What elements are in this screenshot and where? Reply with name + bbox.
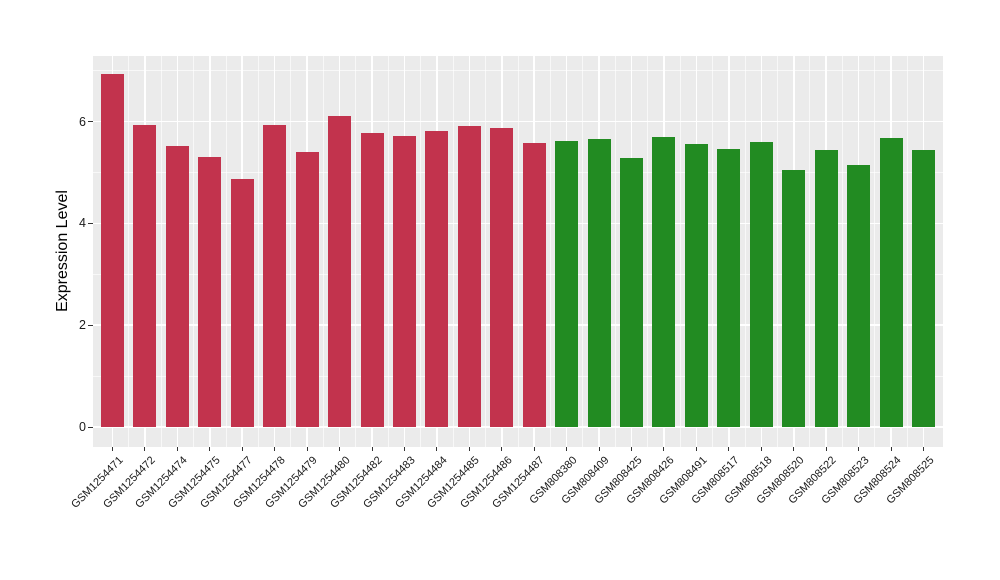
x-tick-mark — [241, 447, 243, 451]
y-tick-mark — [88, 426, 93, 428]
v-gridline-minor — [744, 56, 746, 447]
v-gridline-minor — [355, 56, 357, 447]
bar-GSM808491 — [684, 143, 708, 427]
v-gridline-minor — [647, 56, 649, 447]
v-gridline-minor — [485, 56, 487, 447]
bar-GSM1254479 — [295, 151, 319, 427]
x-tick-mark — [436, 447, 438, 451]
v-gridline-minor — [777, 56, 779, 447]
x-tick-mark — [598, 447, 600, 451]
bar-GSM808425 — [620, 157, 644, 427]
bar-GSM1254480 — [328, 116, 352, 427]
bar-GSM1254485 — [457, 126, 481, 427]
bar-GSM808520 — [782, 169, 806, 427]
bar-GSM1254477 — [230, 179, 254, 427]
x-tick-mark — [890, 447, 892, 451]
bar-GSM1254478 — [263, 125, 287, 427]
v-gridline-minor — [679, 56, 681, 447]
x-tick-mark — [793, 447, 795, 451]
y-axis-title: Expression Level — [54, 190, 71, 312]
v-gridline-minor — [712, 56, 714, 447]
x-tick-mark — [403, 447, 405, 451]
y-tick-mark — [88, 121, 93, 123]
x-tick-mark — [468, 447, 470, 451]
bar-GSM1254487 — [522, 143, 546, 427]
x-tick-mark — [728, 447, 730, 451]
v-gridline-minor — [290, 56, 292, 447]
x-tick-mark — [923, 447, 925, 451]
bar-GSM1254482 — [360, 133, 384, 427]
bar-GSM808522 — [814, 149, 838, 427]
v-gridline-minor — [257, 56, 259, 447]
v-gridline-minor — [452, 56, 454, 447]
v-gridline-minor — [517, 56, 519, 447]
x-tick-mark — [339, 447, 341, 451]
v-gridline-minor — [420, 56, 422, 447]
x-tick-mark — [371, 447, 373, 451]
bar-GSM1254475 — [198, 156, 222, 427]
bar-GSM1254486 — [490, 128, 514, 427]
y-tick-mark — [88, 222, 93, 224]
x-tick-mark — [274, 447, 276, 451]
v-gridline-minor — [128, 56, 130, 447]
v-gridline-minor — [322, 56, 324, 447]
x-tick-mark — [566, 447, 568, 451]
x-tick-mark — [825, 447, 827, 451]
v-gridline-minor — [874, 56, 876, 447]
x-tick-mark — [631, 447, 633, 451]
v-gridline-minor — [809, 56, 811, 447]
x-tick-mark — [144, 447, 146, 451]
x-tick-mark — [176, 447, 178, 451]
x-tick-mark — [501, 447, 503, 451]
bar-GSM1254472 — [133, 125, 157, 427]
x-tick-mark — [306, 447, 308, 451]
v-gridline-minor — [387, 56, 389, 447]
v-gridline-minor — [160, 56, 162, 447]
x-tick-mark — [533, 447, 535, 451]
bar-GSM808380 — [555, 140, 579, 427]
v-gridline-minor — [193, 56, 195, 447]
bar-GSM808518 — [749, 142, 773, 427]
y-tick-mark — [88, 324, 93, 326]
bar-GSM1254484 — [425, 130, 449, 427]
bar-GSM808524 — [879, 137, 903, 427]
x-tick-mark — [209, 447, 211, 451]
bar-GSM1254483 — [392, 135, 416, 427]
bar-GSM808409 — [587, 138, 611, 427]
x-tick-mark — [695, 447, 697, 451]
v-gridline-minor — [906, 56, 908, 447]
v-gridline-minor — [614, 56, 616, 447]
x-tick-mark — [760, 447, 762, 451]
bar-GSM1254474 — [165, 146, 189, 427]
y-tick-label: 4 — [79, 216, 86, 231]
v-gridline-minor — [841, 56, 843, 447]
x-tick-mark — [111, 447, 113, 451]
y-tick-label: 6 — [79, 114, 86, 129]
y-tick-label: 0 — [79, 420, 86, 434]
v-gridline-minor — [225, 56, 227, 447]
v-gridline-minor — [549, 56, 551, 447]
bar-GSM808523 — [847, 164, 871, 427]
v-gridline-minor — [582, 56, 584, 447]
bar-GSM808426 — [652, 137, 676, 427]
x-tick-mark — [663, 447, 665, 451]
plot-panel — [93, 56, 943, 447]
x-tick-mark — [858, 447, 860, 451]
bar-GSM1254471 — [100, 73, 124, 427]
bar-GSM808525 — [912, 149, 936, 427]
y-tick-label: 2 — [79, 318, 86, 333]
bar-GSM808517 — [717, 149, 741, 427]
